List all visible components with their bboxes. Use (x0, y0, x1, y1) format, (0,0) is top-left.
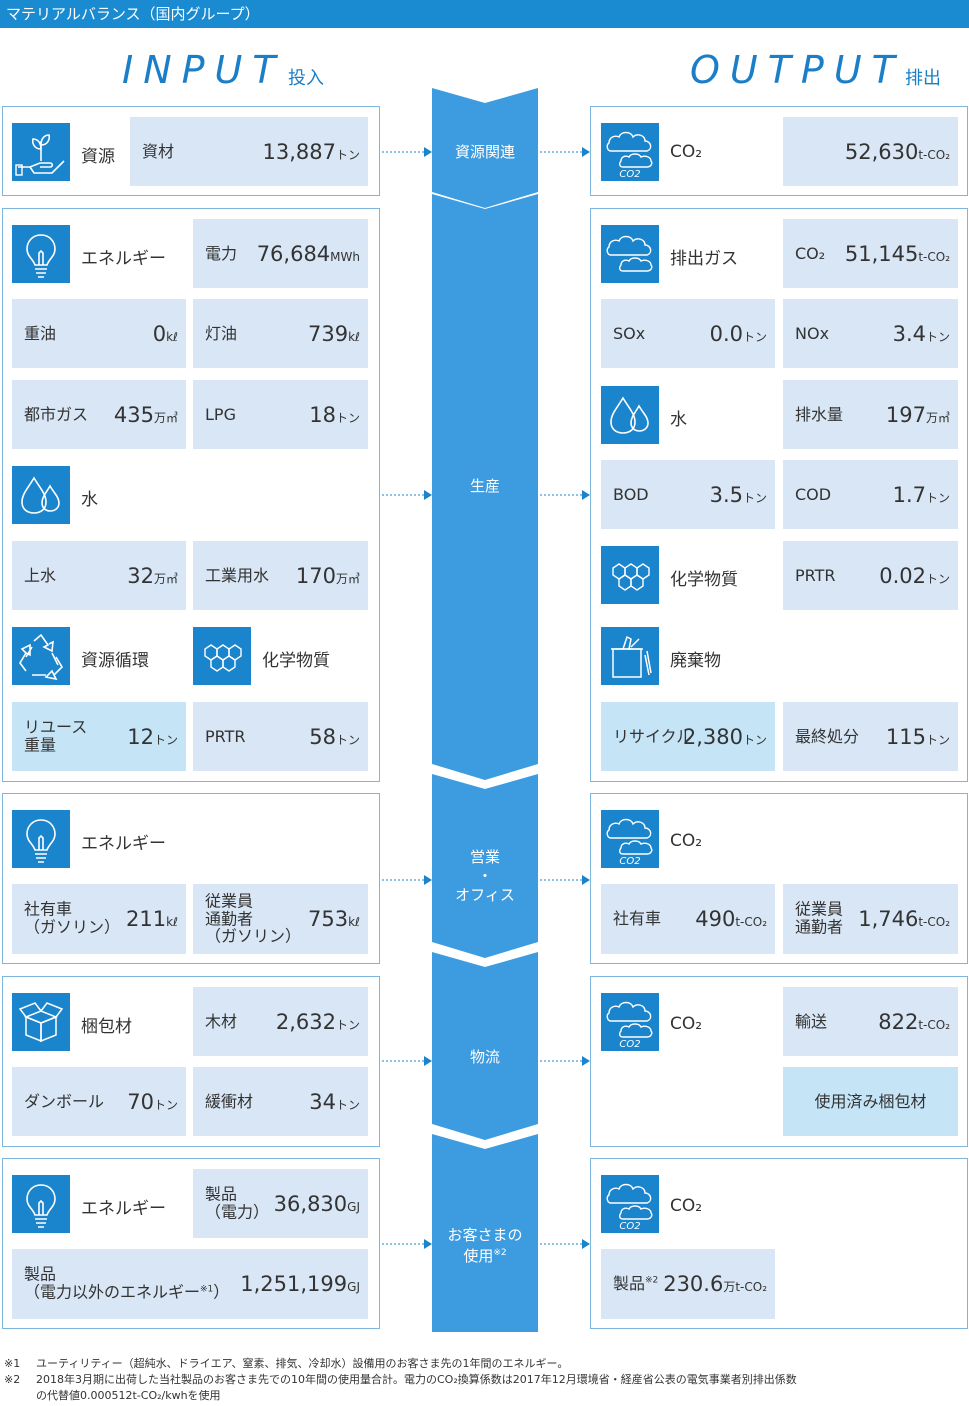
input-lpg-cell: LPG 18トン (193, 380, 368, 449)
input-product-other-cell: 製品 （電力以外のエネルギー※1） 1,251,199GJ (12, 1249, 368, 1319)
input-title: INPUT (122, 48, 286, 92)
output-cod-cell: COD 1.7トン (783, 460, 958, 529)
water-drop-icon (12, 466, 70, 524)
arrow-in-5 (382, 1239, 432, 1249)
stage-logistics: 物流 (469, 1048, 500, 1066)
output-office-co2-label: CO₂ (670, 831, 703, 851)
output-production-co2-cell: CO₂ 51,145t-CO₂ (783, 219, 958, 288)
input-cardboard-cell: ダンボール 70トン (12, 1067, 186, 1136)
lightbulb-icon (12, 810, 70, 868)
trash-can-icon (601, 627, 659, 685)
arrow-out-5 (540, 1239, 590, 1249)
svg-text:CO2: CO2 (619, 169, 640, 180)
output-logistics-co2-label: CO₂ (670, 1014, 703, 1034)
arrow-out-3 (540, 875, 590, 885)
water-drop-icon (601, 386, 659, 444)
output-transport-cell: 輸送 822t-CO₂ (783, 987, 958, 1056)
stage-customer: お客さまの 使用※2 (447, 1226, 523, 1265)
co2-cloud-icon: CO2 (601, 993, 659, 1051)
output-final-disposal-cell: 最終処分 115トン (783, 702, 958, 771)
input-cushion-cell: 緩衝材 34トン (193, 1067, 368, 1136)
arrow-out-2 (540, 490, 590, 500)
output-exhaust-label: 排出ガス (670, 249, 738, 269)
output-water-label: 水 (670, 410, 687, 430)
arrow-in-3 (382, 875, 432, 885)
output-nox-cell: NOx 3.4トン (783, 299, 958, 368)
footnote-2-cont: の代替値0.000512t-CO₂/kwhを使用 (36, 1389, 221, 1402)
output-chemical-label: 化学物質 (670, 570, 738, 590)
input-wood-cell: 木材 2,632トン (193, 987, 368, 1056)
co2-cloud-icon: CO2 (601, 810, 659, 868)
svg-text:CO2: CO2 (619, 856, 640, 867)
input-product-electricity-cell: 製品 （電力） 36,830GJ (193, 1169, 368, 1238)
output-resource-co2-cell: 52,630t-CO₂ (783, 117, 958, 186)
co2-cloud-icon: CO2 (601, 1175, 659, 1233)
chevron-resource (432, 88, 538, 208)
output-resource-co2-label: CO₂ (670, 142, 703, 162)
footnote-2: ※2 2018年3月期に出荷した当社製品のお客さま先での10年間の使用量合計。電力… (4, 1373, 797, 1386)
chemical-molecule-icon (601, 546, 659, 604)
exhaust-cloud-icon (601, 225, 659, 283)
input-electricity-cell: 電力 76,684MWh (193, 219, 368, 288)
chevron-customer (432, 1134, 538, 1332)
input-energy-label: エネルギー (81, 249, 166, 269)
box-icon (12, 993, 70, 1051)
input-chemical-label: 化学物質 (262, 651, 330, 671)
input-tap-water-cell: 上水 32万㎥ (12, 541, 186, 610)
input-water-label: 水 (81, 490, 98, 510)
process-chevrons (432, 88, 538, 1332)
input-resource-label: 資源 (81, 147, 115, 167)
stage-production: 生産 (469, 477, 500, 495)
lightbulb-icon (12, 225, 70, 283)
input-heavy-oil-cell: 重油 0kℓ (12, 299, 186, 368)
input-packaging-label: 梱包材 (81, 1017, 132, 1037)
output-drainage-cell: 排水量 197万㎥ (783, 380, 958, 449)
output-bod-cell: BOD 3.5トン (601, 460, 775, 529)
input-reuse-cell: リユース 重量 12トン (12, 702, 186, 771)
footnote-1: ※1 ユーティリティー（超純水、ドライエア、窒素、排気、冷却水）設備用のお客さま先… (4, 1357, 569, 1370)
output-waste-label: 廃棄物 (670, 651, 721, 671)
input-commute-cell: 従業員 通勤者 （ガソリン） 753kℓ (193, 884, 368, 954)
stage-resource: 資源関連 (454, 143, 515, 161)
header-bar: マテリアルバランス（国内グループ） (0, 0, 969, 28)
output-used-packaging-cell: 使用済み梱包材 (783, 1067, 958, 1136)
output-customer-co2-label: CO₂ (670, 1196, 703, 1216)
output-sox-cell: SOx 0.0トン (601, 299, 775, 368)
arrow-in-1 (382, 147, 432, 157)
output-recycle-cell: リサイクル 2,380トン (601, 702, 775, 771)
input-title-jp: 投入 (288, 68, 324, 89)
input-recycle-label: 資源循環 (81, 651, 149, 671)
arrow-in-2 (382, 490, 432, 500)
input-prtr-cell: PRTR 58トン (193, 702, 368, 771)
input-company-car-cell: 社有車 （ガソリン） 211kℓ (12, 884, 186, 954)
input-office-energy-label: エネルギー (81, 834, 166, 854)
page-title: マテリアルバランス（国内グループ） (6, 5, 260, 23)
output-product-cell: 製品※2 230.6万t-CO₂ (601, 1249, 775, 1319)
output-prtr-cell: PRTR 0.02トン (783, 541, 958, 610)
input-kerosene-cell: 灯油 739kℓ (193, 299, 368, 368)
chevron-office (432, 774, 538, 958)
chemical-molecule-icon (193, 627, 251, 685)
output-company-car-cell: 社有車 490t-CO₂ (601, 884, 775, 954)
arrow-out-4 (540, 1056, 590, 1066)
lightbulb-icon (12, 1175, 70, 1233)
input-materials-cell: 資材 13,887トン (130, 117, 368, 186)
svg-text:CO2: CO2 (619, 1039, 640, 1050)
output-title: OUTPUT (690, 48, 905, 92)
arrow-in-4 (382, 1056, 432, 1066)
plant-hand-icon (12, 123, 70, 181)
chevron-logistics (432, 952, 538, 1140)
input-customer-energy-label: エネルギー (81, 1199, 166, 1219)
output-title-jp: 排出 (905, 68, 941, 89)
recycle-icon (12, 627, 70, 685)
stage-office: 営業 ・ オフィス (455, 848, 515, 904)
input-industrial-water-cell: 工業用水 170万㎥ (193, 541, 368, 610)
svg-text:CO2: CO2 (619, 1221, 640, 1232)
output-commute-cell: 従業員 通勤者 1,746t-CO₂ (783, 884, 958, 954)
chevron-production (432, 194, 538, 780)
co2-cloud-icon: CO2 (601, 123, 659, 181)
input-city-gas-cell: 都市ガス 435万㎥ (12, 380, 186, 449)
arrow-out-1 (540, 147, 590, 157)
